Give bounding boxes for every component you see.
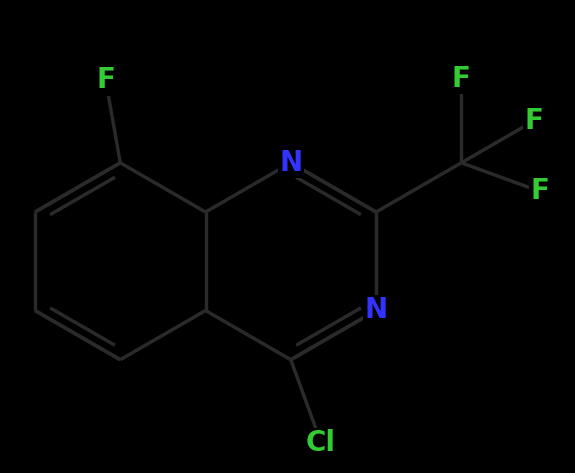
Text: N: N: [279, 149, 302, 177]
Text: F: F: [531, 177, 550, 205]
Text: F: F: [524, 107, 543, 135]
Text: N: N: [365, 297, 388, 324]
Text: F: F: [452, 65, 471, 93]
Text: F: F: [96, 66, 115, 95]
Text: Cl: Cl: [306, 429, 336, 457]
